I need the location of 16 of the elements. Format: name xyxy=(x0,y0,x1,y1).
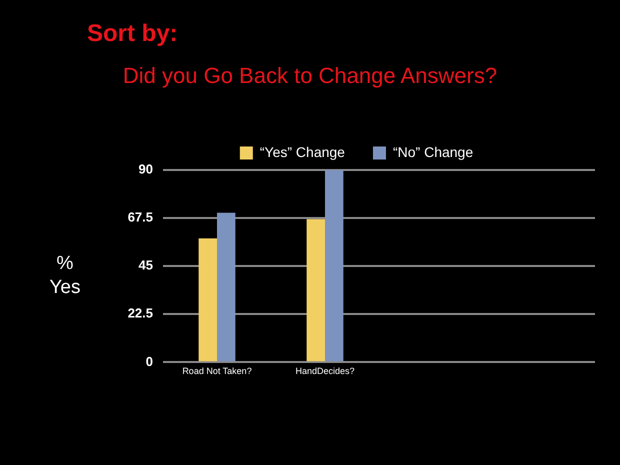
y-tick-label: 22.5 xyxy=(128,306,153,321)
legend-label: “No” Change xyxy=(392,144,474,160)
y-axis-title: % Yes xyxy=(48,252,82,300)
bar xyxy=(198,238,217,362)
y-tick-label: 0 xyxy=(146,354,153,369)
legend-label: “Yes” Change xyxy=(260,144,346,160)
chart-subtitle: Did you Go Back to Change Answers? xyxy=(122,63,498,89)
bar xyxy=(306,219,325,362)
y-tick-label: 67.5 xyxy=(128,210,153,225)
bar xyxy=(217,212,236,362)
y-tick-label: 90 xyxy=(138,162,153,177)
x-tick-label: Road Not Taken? xyxy=(182,366,252,376)
x-tick-label: HandDecides? xyxy=(295,366,355,376)
chart-title: Sort by: xyxy=(87,20,178,48)
bar xyxy=(325,170,344,362)
y-tick-label: 45 xyxy=(138,258,153,273)
